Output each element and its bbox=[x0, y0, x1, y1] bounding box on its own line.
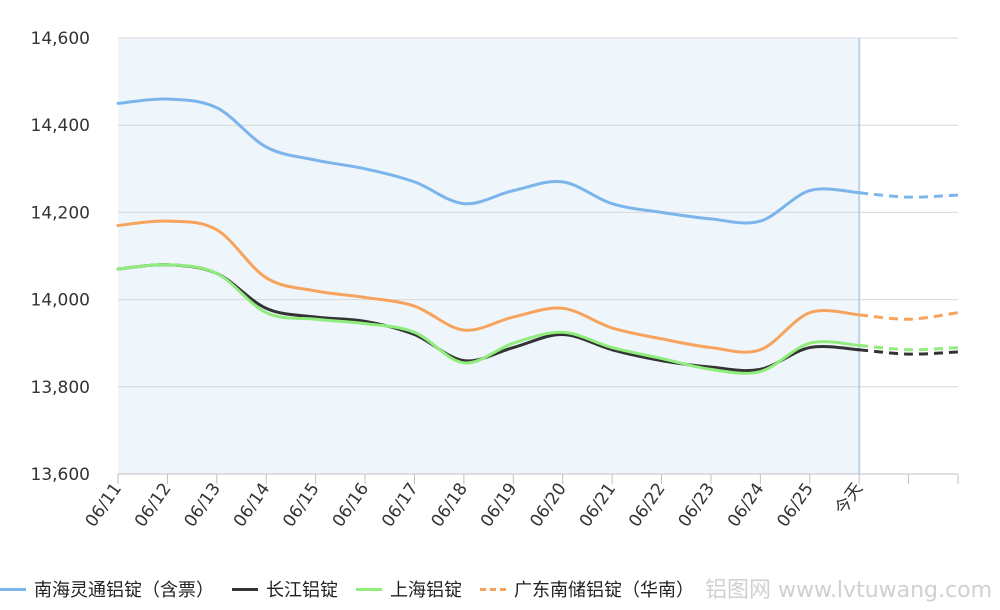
legend-item-nanhai[interactable]: 南海灵通铝锭（含票） bbox=[0, 576, 214, 602]
x-tick-label: 06/14 bbox=[230, 479, 274, 531]
series-forecast-line-0 bbox=[859, 191, 959, 199]
x-tick-label: 06/19 bbox=[477, 479, 521, 531]
x-tick-label: 06/17 bbox=[378, 479, 422, 531]
site-watermark: 铝图网 www.lvtuwang.com bbox=[704, 578, 992, 603]
legend-swatch-shanghai bbox=[356, 587, 382, 591]
x-tick-label: 06/23 bbox=[675, 479, 719, 531]
x-tick-label: 06/18 bbox=[427, 479, 471, 531]
series-forecast-line-2 bbox=[859, 343, 959, 352]
y-tick-label: 14,400 bbox=[31, 116, 90, 136]
legend-swatch-guangdong bbox=[480, 587, 506, 591]
legend-label-changjiang: 长江铝锭 bbox=[266, 580, 338, 601]
y-tick-label: 13,600 bbox=[31, 465, 90, 485]
legend-swatch-nanhai bbox=[0, 587, 26, 591]
chart-legend: 南海灵通铝锭（含票） 长江铝锭 上海铝锭 广东南储铝锭（华南） bbox=[0, 568, 1000, 610]
x-tick-label: 06/22 bbox=[625, 479, 669, 531]
legend-label-shanghai: 上海铝锭 bbox=[390, 580, 462, 601]
y-tick-label: 13,800 bbox=[31, 378, 90, 398]
y-tick-label: 14,000 bbox=[31, 291, 90, 311]
x-tick-label: 06/12 bbox=[131, 479, 175, 531]
x-tick-label: 06/21 bbox=[576, 479, 620, 531]
series-forecast-line-3 bbox=[859, 311, 959, 321]
series-line-3 bbox=[116, 219, 861, 354]
legend-item-changjiang[interactable]: 长江铝锭 bbox=[232, 576, 338, 602]
y-tick-label: 14,200 bbox=[31, 203, 90, 223]
x-tick-label: 06/20 bbox=[526, 479, 570, 531]
x-tick-label: 06/25 bbox=[773, 479, 817, 531]
series-line-0 bbox=[116, 97, 861, 225]
x-tick-label: 06/15 bbox=[279, 479, 323, 531]
legend-item-guangdong[interactable]: 广东南储铝锭（华南） bbox=[480, 576, 694, 602]
series-line-2 bbox=[116, 263, 861, 375]
x-tick-label: 06/13 bbox=[180, 479, 224, 531]
x-tick-label: 今天 bbox=[831, 479, 867, 518]
x-tick-label: 06/11 bbox=[82, 479, 126, 531]
past-period-shade bbox=[118, 38, 860, 474]
x-tick-label: 06/16 bbox=[329, 479, 373, 531]
x-tick-label: 06/24 bbox=[724, 479, 768, 531]
series-forecast-line-1 bbox=[859, 348, 959, 356]
line-chart: 13,600 13,800 14,000 14,200 14,400 14,600 06/1… bbox=[31, 29, 959, 531]
legend-label-nanhai: 南海灵通铝锭（含票） bbox=[34, 580, 214, 601]
legend-item-shanghai[interactable]: 上海铝锭 bbox=[356, 576, 462, 602]
legend-swatch-changjiang bbox=[232, 587, 258, 591]
legend-label-guangdong: 广东南储铝锭（华南） bbox=[514, 580, 694, 601]
y-tick-label: 14,600 bbox=[31, 29, 90, 49]
